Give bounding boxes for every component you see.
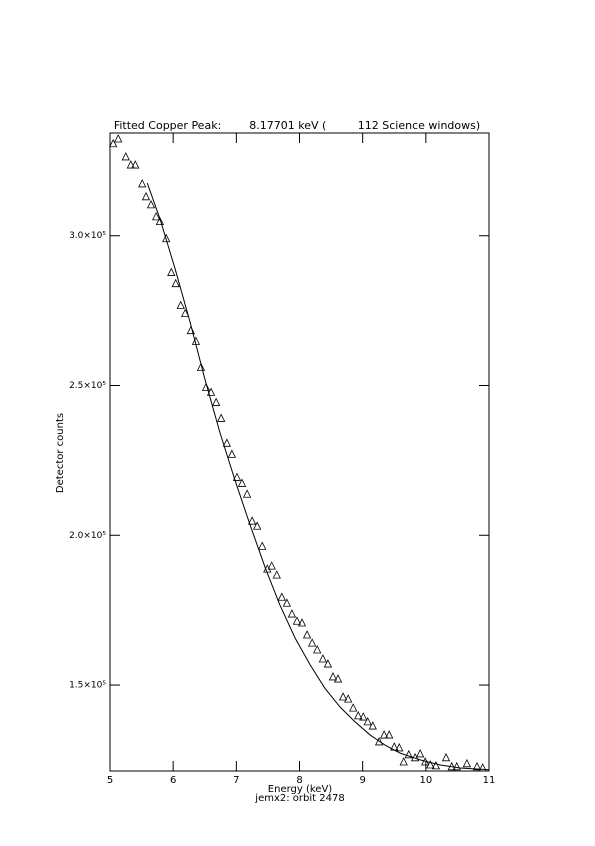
data-point xyxy=(155,216,165,226)
data-point xyxy=(222,438,232,447)
data-point xyxy=(441,752,451,762)
data-point xyxy=(302,630,312,639)
data-point xyxy=(354,710,363,720)
x-tick-label: 8 xyxy=(296,775,302,786)
data-point xyxy=(399,757,408,766)
data-point xyxy=(404,749,413,759)
data-point xyxy=(237,478,247,487)
data-point xyxy=(282,598,292,607)
data-point xyxy=(151,211,161,221)
data-point xyxy=(196,362,206,371)
y-tick-label: 1.5×10⁵ xyxy=(69,681,106,691)
x-axis-label: Energy (keV) xyxy=(268,784,333,795)
data-point xyxy=(206,387,216,396)
data-point xyxy=(211,397,221,406)
y-tick-label: 3.0×10⁵ xyxy=(69,231,106,241)
data-point xyxy=(162,233,171,243)
data-point xyxy=(318,654,328,663)
data-point xyxy=(201,382,211,392)
fit-line xyxy=(146,182,490,771)
x-tick-label: 9 xyxy=(359,775,365,786)
data-point xyxy=(343,694,353,703)
data-point xyxy=(431,761,441,770)
chart-title: Fitted Copper Peak: 8.17701 keV ( 112 Sc… xyxy=(114,119,480,132)
data-point xyxy=(385,730,394,739)
subtitle: jemx2: orbit 2478 xyxy=(254,793,344,804)
data-point xyxy=(287,609,297,618)
data-point xyxy=(277,592,286,601)
data-point xyxy=(109,138,118,148)
data-point xyxy=(141,191,151,201)
data-point xyxy=(338,692,348,701)
data-point xyxy=(363,716,372,726)
data-point xyxy=(267,561,276,570)
data-point xyxy=(416,749,425,758)
data-point xyxy=(121,152,130,161)
data-point xyxy=(328,672,338,681)
x-tick-label: 11 xyxy=(483,775,496,786)
x-tick-label: 7 xyxy=(233,775,239,786)
data-point xyxy=(181,308,190,318)
data-point xyxy=(126,160,135,169)
data-point xyxy=(452,761,461,771)
data-point xyxy=(349,703,358,712)
data-point xyxy=(171,278,180,288)
data-point xyxy=(138,179,147,188)
data-point xyxy=(478,763,487,772)
data-point xyxy=(227,449,237,458)
data-point xyxy=(242,489,252,498)
data-point xyxy=(426,760,435,769)
data-point xyxy=(368,721,377,730)
y-tick-label: 2.5×10⁵ xyxy=(69,381,106,391)
data-point xyxy=(359,712,368,721)
data-point xyxy=(146,199,156,209)
y-axis-label: Detector counts xyxy=(55,413,66,493)
data-point xyxy=(374,737,384,746)
data-point xyxy=(379,730,389,739)
data-point xyxy=(333,674,343,683)
data-point xyxy=(176,300,185,309)
data-point xyxy=(131,160,140,169)
data-point xyxy=(395,743,404,752)
data-point xyxy=(167,267,176,276)
data-point xyxy=(462,758,472,768)
data-point xyxy=(292,616,302,625)
data-point xyxy=(253,521,262,530)
y-tick-label: 2.0×10⁵ xyxy=(69,531,106,541)
x-tick-label: 6 xyxy=(170,775,176,786)
data-point xyxy=(272,570,281,579)
data-point xyxy=(297,618,307,627)
data-point xyxy=(114,134,123,143)
x-tick-label: 5 xyxy=(107,775,113,786)
data-point xyxy=(472,761,482,771)
data-point xyxy=(258,541,267,550)
data-point xyxy=(232,472,242,481)
data-point xyxy=(247,516,257,525)
data-point xyxy=(313,645,322,654)
data-point xyxy=(217,413,226,422)
data-point xyxy=(307,638,317,647)
x-tick-label: 10 xyxy=(419,775,432,786)
data-point xyxy=(323,659,333,668)
